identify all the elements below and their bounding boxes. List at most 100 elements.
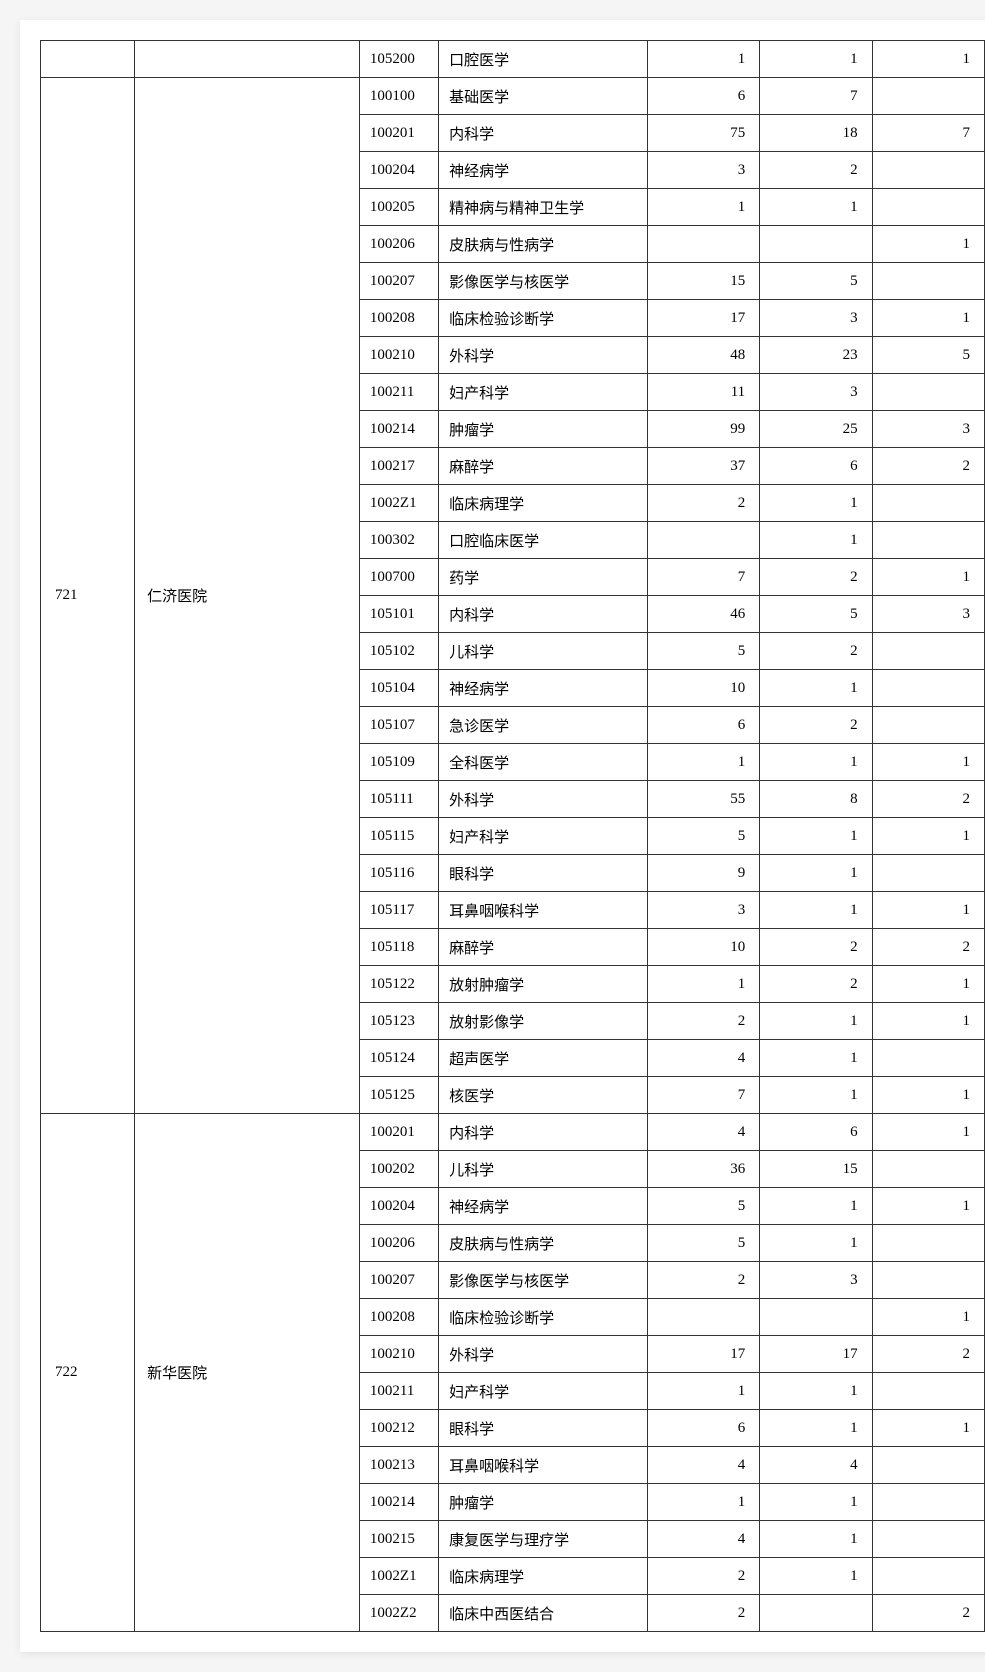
value-cell-2: 2 [760, 966, 872, 1003]
value-cell-1: 36 [647, 1151, 759, 1188]
value-cell-2: 6 [760, 448, 872, 485]
value-cell-1: 3 [647, 152, 759, 189]
subject-cell: 放射肿瘤学 [439, 966, 648, 1003]
code-cell: 1002Z1 [359, 1558, 438, 1595]
value-cell-3: 1 [872, 1114, 984, 1151]
value-cell-1 [647, 522, 759, 559]
code-cell: 105123 [359, 1003, 438, 1040]
value-cell-3: 1 [872, 744, 984, 781]
subject-cell: 影像医学与核医学 [439, 263, 648, 300]
value-cell-3: 1 [872, 41, 984, 78]
subject-cell: 神经病学 [439, 1188, 648, 1225]
value-cell-2: 1 [760, 522, 872, 559]
subject-cell: 外科学 [439, 1336, 648, 1373]
code-cell: 105101 [359, 596, 438, 633]
value-cell-1: 7 [647, 559, 759, 596]
value-cell-3: 5 [872, 337, 984, 374]
value-cell-3: 2 [872, 1595, 984, 1632]
subject-cell: 临床检验诊断学 [439, 1299, 648, 1336]
subject-cell: 口腔临床医学 [439, 522, 648, 559]
group-name-cell: 新华医院 [135, 1114, 360, 1632]
value-cell-1: 17 [647, 1336, 759, 1373]
value-cell-3: 1 [872, 559, 984, 596]
value-cell-2: 2 [760, 633, 872, 670]
value-cell-3 [872, 1262, 984, 1299]
value-cell-3 [872, 189, 984, 226]
data-table: 105200口腔医学111721仁济医院100100基础医学67100201内科… [40, 40, 985, 1632]
code-cell: 100215 [359, 1521, 438, 1558]
value-cell-3: 2 [872, 929, 984, 966]
value-cell-3 [872, 1521, 984, 1558]
value-cell-3: 3 [872, 411, 984, 448]
value-cell-1: 3 [647, 892, 759, 929]
value-cell-2: 7 [760, 78, 872, 115]
subject-cell: 儿科学 [439, 633, 648, 670]
value-cell-1: 2 [647, 1003, 759, 1040]
value-cell-1: 1 [647, 1484, 759, 1521]
value-cell-2: 1 [760, 1484, 872, 1521]
subject-cell: 核医学 [439, 1077, 648, 1114]
code-cell: 100202 [359, 1151, 438, 1188]
value-cell-1: 4 [647, 1040, 759, 1077]
subject-cell: 放射影像学 [439, 1003, 648, 1040]
subject-cell: 耳鼻咽喉科学 [439, 1447, 648, 1484]
value-cell-2: 17 [760, 1336, 872, 1373]
subject-cell: 麻醉学 [439, 448, 648, 485]
value-cell-1 [647, 226, 759, 263]
value-cell-3: 1 [872, 1077, 984, 1114]
value-cell-1: 2 [647, 485, 759, 522]
value-cell-1: 5 [647, 1188, 759, 1225]
subject-cell: 临床检验诊断学 [439, 300, 648, 337]
value-cell-3 [872, 522, 984, 559]
value-cell-1: 1 [647, 189, 759, 226]
value-cell-3: 1 [872, 1299, 984, 1336]
subject-cell: 康复医学与理疗学 [439, 1521, 648, 1558]
value-cell-3 [872, 855, 984, 892]
value-cell-2: 8 [760, 781, 872, 818]
value-cell-2 [760, 226, 872, 263]
value-cell-3 [872, 1151, 984, 1188]
code-cell: 100207 [359, 1262, 438, 1299]
code-cell: 1002Z1 [359, 485, 438, 522]
value-cell-3: 1 [872, 226, 984, 263]
value-cell-3: 1 [872, 818, 984, 855]
value-cell-2: 1 [760, 189, 872, 226]
subject-cell: 内科学 [439, 596, 648, 633]
code-cell: 100211 [359, 1373, 438, 1410]
value-cell-1: 2 [647, 1558, 759, 1595]
value-cell-1: 1 [647, 966, 759, 1003]
table-row: 722新华医院100201内科学461 [41, 1114, 985, 1151]
code-cell: 100201 [359, 1114, 438, 1151]
subject-cell: 神经病学 [439, 670, 648, 707]
value-cell-2: 5 [760, 263, 872, 300]
table-row: 105200口腔医学111 [41, 41, 985, 78]
subject-cell: 内科学 [439, 1114, 648, 1151]
value-cell-1: 10 [647, 670, 759, 707]
value-cell-3: 7 [872, 115, 984, 152]
value-cell-1: 75 [647, 115, 759, 152]
value-cell-1: 11 [647, 374, 759, 411]
value-cell-2: 1 [760, 892, 872, 929]
group-id-cell: 721 [41, 78, 135, 1114]
value-cell-2: 15 [760, 1151, 872, 1188]
value-cell-2: 3 [760, 374, 872, 411]
code-cell: 100208 [359, 300, 438, 337]
value-cell-1: 2 [647, 1262, 759, 1299]
value-cell-1: 4 [647, 1447, 759, 1484]
code-cell: 105109 [359, 744, 438, 781]
value-cell-2: 1 [760, 744, 872, 781]
subject-cell: 耳鼻咽喉科学 [439, 892, 648, 929]
code-cell: 100210 [359, 1336, 438, 1373]
value-cell-2: 3 [760, 1262, 872, 1299]
code-cell: 105124 [359, 1040, 438, 1077]
value-cell-2: 1 [760, 1373, 872, 1410]
subject-cell: 基础医学 [439, 78, 648, 115]
subject-cell: 精神病与精神卫生学 [439, 189, 648, 226]
value-cell-1: 2 [647, 1595, 759, 1632]
value-cell-2: 2 [760, 929, 872, 966]
value-cell-2: 1 [760, 670, 872, 707]
value-cell-2: 5 [760, 596, 872, 633]
value-cell-2: 1 [760, 1521, 872, 1558]
value-cell-3: 3 [872, 596, 984, 633]
code-cell: 100214 [359, 1484, 438, 1521]
